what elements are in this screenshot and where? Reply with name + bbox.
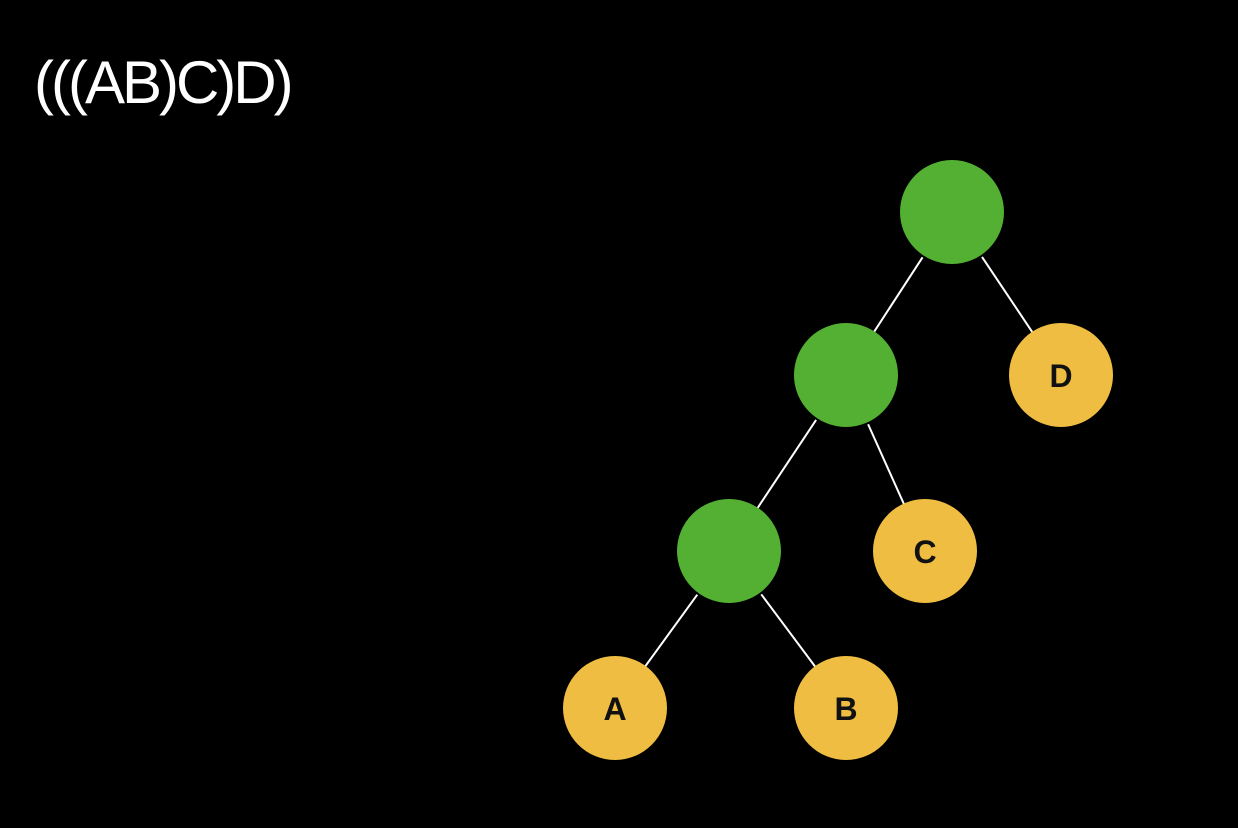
leaf-node-c: C [873, 499, 977, 603]
leaf-node-d: D [1009, 323, 1113, 427]
internal-circle [794, 323, 898, 427]
edge-n_abc-to-n_ab [749, 419, 817, 520]
edge-root-to-n_abc [865, 256, 924, 344]
internal-node [900, 160, 1004, 264]
node-label: C [913, 534, 936, 570]
node-label: B [834, 691, 857, 727]
leaf-circle [794, 656, 898, 760]
internal-node [677, 499, 781, 603]
newick-title: (((AB)C)D) [34, 49, 294, 116]
edge-n_ab-to-leaf_b [760, 593, 825, 679]
leaf-node-b: B [794, 656, 898, 760]
internal-circle [677, 499, 781, 603]
tree-edges [636, 256, 1041, 679]
internal-node [794, 323, 898, 427]
node-label: D [1049, 358, 1072, 394]
leaf-node-a: A [563, 656, 667, 760]
leaf-circle [563, 656, 667, 760]
node-label: A [603, 691, 626, 727]
tree-nodes: A B C D [563, 160, 1113, 760]
leaf-circle [1009, 323, 1113, 427]
edge-root-to-leaf_d [981, 256, 1041, 344]
edge-n_abc-to-leaf_c [867, 423, 911, 517]
edge-n_ab-to-leaf_a [636, 594, 699, 678]
leaf-circle [873, 499, 977, 603]
internal-circle [900, 160, 1004, 264]
